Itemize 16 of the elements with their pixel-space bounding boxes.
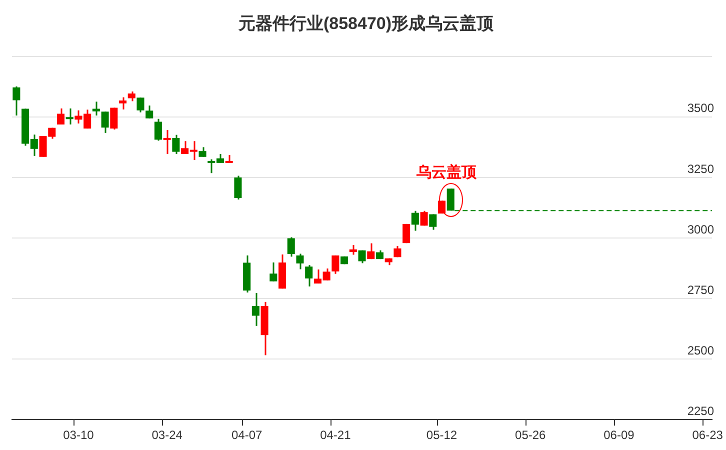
annotation: 乌云盖顶 [416, 163, 478, 182]
y-tick-label: 3500 [687, 101, 714, 116]
y-tick-label: 2500 [687, 343, 714, 358]
y-tick-label: 2250 [687, 404, 714, 418]
y-tick-label: 3250 [687, 162, 714, 176]
x-tick-label: 05-12 [426, 428, 458, 442]
y-tick-label: 2750 [687, 282, 714, 297]
y-tick-label: 3000 [687, 222, 714, 236]
x-tick-label: 03-24 [152, 428, 183, 442]
x-tick-label: 05-26 [515, 428, 546, 442]
x-tick-label: 04-07 [231, 428, 262, 442]
x-tick-label: 06-09 [604, 428, 635, 442]
x-tick-label: 03-10 [63, 428, 94, 442]
x-tick-label: 06-23 [692, 428, 724, 442]
chart-title: 元器件行业(858470)形成乌云盖顶 [237, 12, 495, 33]
x-tick-label: 04-21 [320, 428, 352, 442]
